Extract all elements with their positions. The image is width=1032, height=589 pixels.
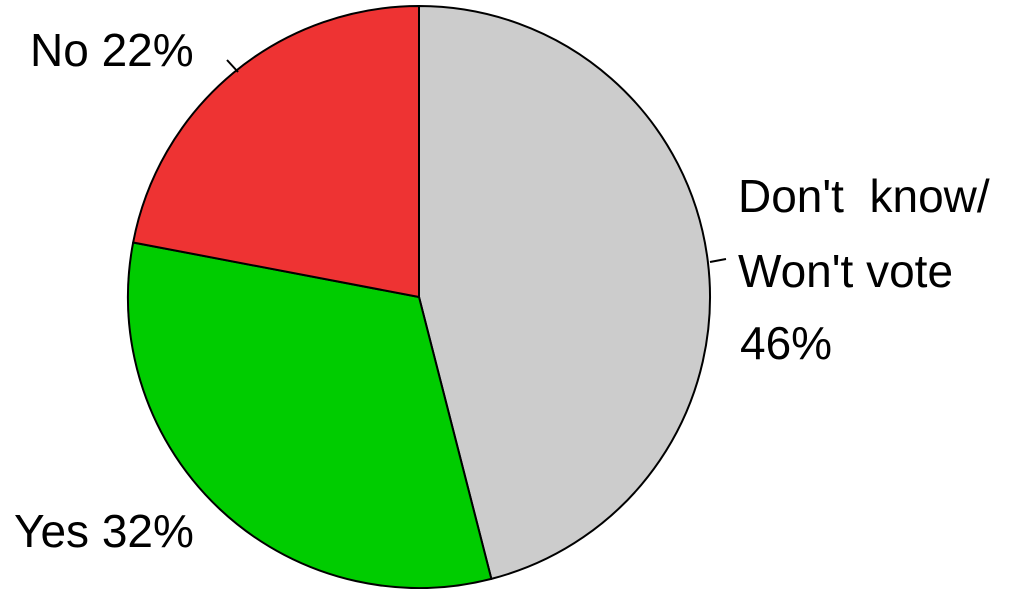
leader-no <box>226 59 239 73</box>
leader-dont-know <box>709 258 727 263</box>
leader-lines <box>226 59 727 263</box>
label-yes: Yes 32% <box>14 505 194 557</box>
label-dont-know-pct: 46% <box>740 317 832 369</box>
label-dont-know-line1: Don't know/ <box>738 170 990 222</box>
label-no: No 22% <box>30 24 194 76</box>
pie-slices <box>126 5 711 589</box>
slice-yes <box>126 241 493 589</box>
slice-dont-know <box>418 5 711 580</box>
label-dont-know-line2: Won't vote <box>738 245 953 297</box>
slice-no <box>132 5 420 298</box>
